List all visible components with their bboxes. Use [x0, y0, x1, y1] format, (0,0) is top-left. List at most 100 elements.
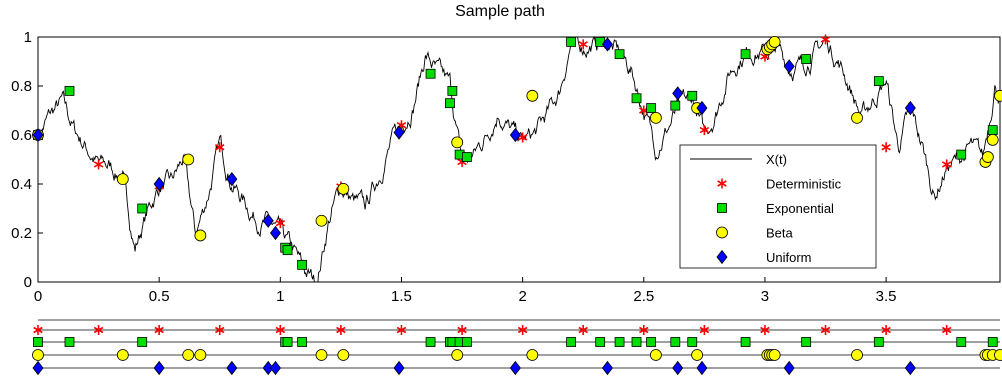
deterministic-point: [942, 159, 951, 169]
exponential-event: [615, 338, 624, 347]
exponential-event: [283, 338, 292, 347]
beta-event: [852, 350, 863, 361]
exponential-point: [671, 101, 680, 110]
exponential-event: [65, 338, 74, 347]
x-tick-label: 2: [518, 288, 526, 305]
deterministic-point: [882, 142, 891, 152]
beta-point: [987, 134, 998, 145]
beta-event: [452, 350, 463, 361]
uniform-event: [602, 362, 612, 375]
beta-point: [769, 36, 780, 47]
beta-point: [995, 90, 1002, 101]
exponential-point: [688, 91, 697, 100]
exponential-point: [138, 204, 147, 213]
uniform-point: [673, 87, 683, 100]
y-tick-label: 1: [24, 29, 32, 46]
exponential-event: [988, 338, 997, 347]
beta-point: [527, 90, 538, 101]
exponential-event: [741, 338, 750, 347]
exponential-point: [283, 246, 292, 255]
beta-event: [650, 350, 661, 361]
exponential-point: [462, 153, 471, 162]
uniform-event: [905, 362, 915, 375]
beta-event: [769, 350, 780, 361]
x-tick-label: 2.5: [633, 288, 654, 305]
legend-marker: [717, 227, 728, 238]
legend-label: Beta: [766, 226, 794, 241]
y-tick-label: 0: [24, 274, 32, 291]
beta-event: [183, 350, 194, 361]
exponential-point: [615, 50, 624, 59]
x-tick-label: 3.5: [876, 288, 897, 305]
beta-event: [316, 350, 327, 361]
y-tick-label: 0.8: [11, 78, 32, 95]
y-tick-label: 0.2: [11, 225, 32, 242]
beta-point: [650, 112, 661, 123]
exponential-event: [426, 338, 435, 347]
beta-point: [338, 183, 349, 194]
uniform-event: [270, 362, 280, 375]
exponential-event: [647, 338, 656, 347]
x-tick-label: 1.5: [391, 288, 412, 305]
x-tick-label: 0.5: [149, 288, 170, 305]
beta-event: [338, 350, 349, 361]
exponential-point: [957, 150, 966, 159]
deterministic-point: [94, 159, 103, 169]
y-tick-label: 0.4: [11, 176, 32, 193]
uniform-event: [154, 362, 164, 375]
beta-event: [995, 350, 1002, 361]
beta-point: [982, 152, 993, 163]
exponential-event: [802, 338, 811, 347]
exponential-point: [874, 77, 883, 86]
x-tick-label: 3: [761, 288, 769, 305]
uniform-event: [784, 362, 794, 375]
uniform-event: [673, 362, 683, 375]
exponential-point: [988, 126, 997, 135]
legend: X(t) Deterministic Exponential Beta Uniform: [680, 145, 876, 268]
exponential-event: [671, 338, 680, 347]
legend-marker: [718, 204, 727, 213]
uniform-point: [270, 227, 280, 240]
exponential-event: [567, 338, 576, 347]
exponential-point: [647, 104, 656, 113]
legend-label: Exponential: [766, 201, 834, 216]
beta-point: [316, 215, 327, 226]
beta-point: [183, 154, 194, 165]
exponential-event: [34, 338, 43, 347]
uniform-event: [33, 362, 43, 375]
uniform-event: [394, 362, 404, 375]
beta-point: [852, 112, 863, 123]
exponential-event: [462, 338, 471, 347]
exponential-event: [874, 338, 883, 347]
uniform-event: [510, 362, 520, 375]
legend-label: Uniform: [766, 250, 812, 265]
chart-title: Sample path: [455, 3, 545, 20]
x-tick-label: 1: [276, 288, 284, 305]
legend-label: X(t): [766, 152, 787, 167]
exponential-point: [298, 260, 307, 269]
beta-point: [117, 174, 128, 185]
y-tick-label: 0.6: [11, 127, 32, 144]
exponential-point: [567, 37, 576, 46]
legend-label: Deterministic: [766, 177, 842, 192]
exponential-event: [957, 338, 966, 347]
uniform-event: [697, 362, 707, 375]
beta-point: [452, 137, 463, 148]
beta-event: [33, 350, 44, 361]
exponential-event: [138, 338, 147, 347]
exponential-point: [632, 94, 641, 103]
deterministic-point: [579, 39, 588, 49]
beta-point: [195, 230, 206, 241]
uniform-point: [784, 60, 794, 73]
exponential-point: [426, 69, 435, 78]
beta-event: [117, 350, 128, 361]
exponential-point: [445, 99, 454, 108]
exponential-event: [596, 338, 605, 347]
beta-event: [527, 350, 538, 361]
x-tick-label: 0: [34, 288, 42, 305]
exponential-point: [741, 50, 750, 59]
beta-event: [692, 350, 703, 361]
exponential-event: [688, 338, 697, 347]
